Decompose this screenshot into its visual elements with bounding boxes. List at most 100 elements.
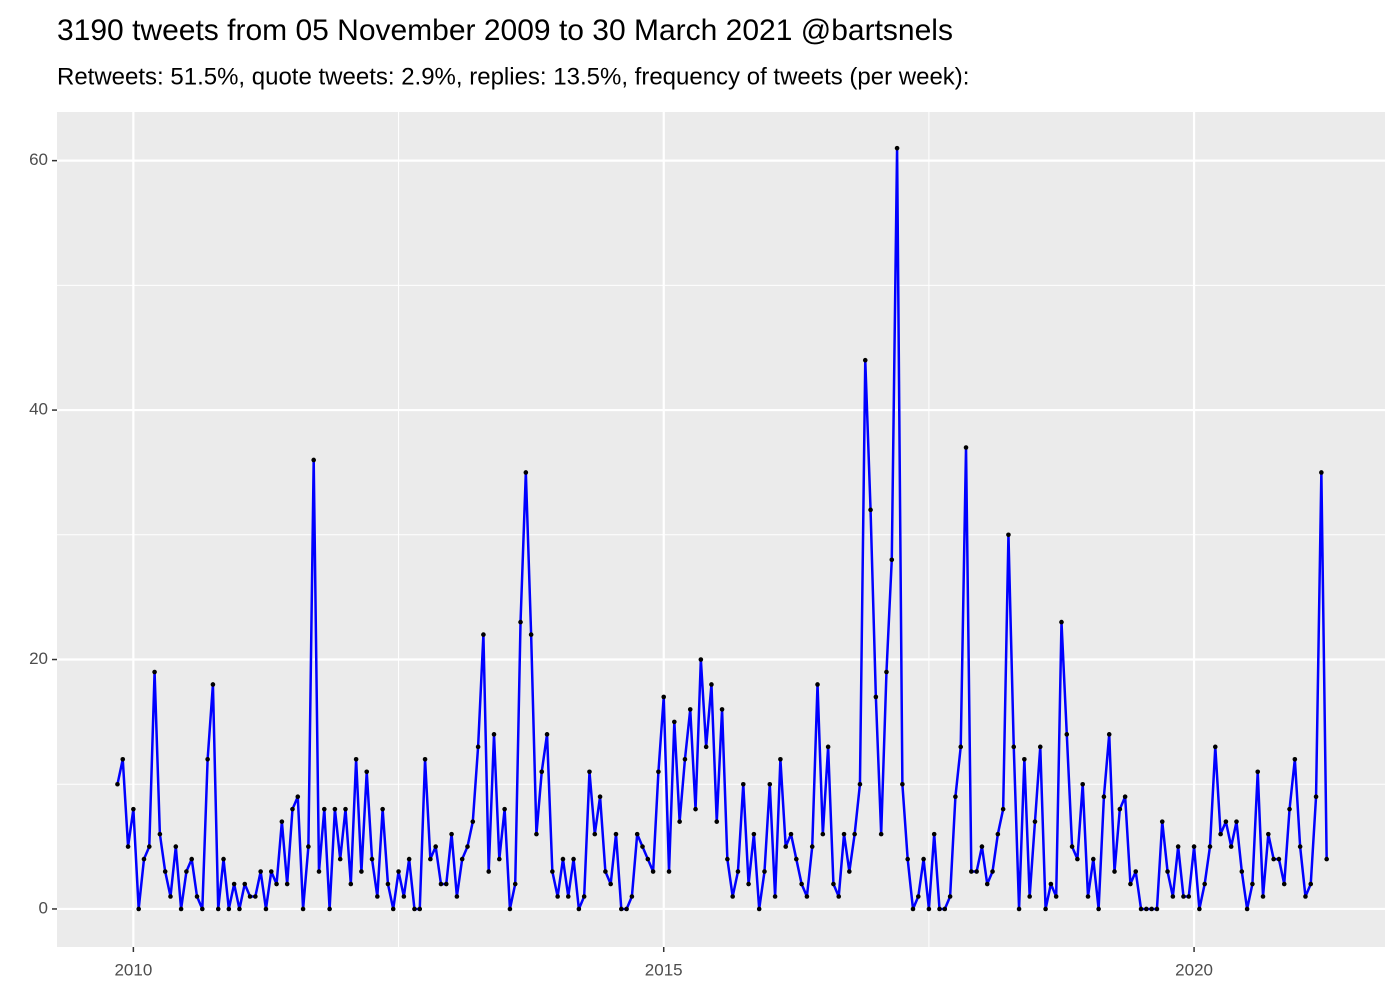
data-point xyxy=(831,881,836,887)
data-point xyxy=(1212,744,1218,750)
data-point xyxy=(300,906,306,912)
data-point xyxy=(958,744,964,750)
data-point xyxy=(576,906,582,912)
data-point xyxy=(1191,844,1197,849)
data-point xyxy=(200,906,205,912)
data-point xyxy=(263,906,269,912)
data-point xyxy=(364,769,370,775)
data-point xyxy=(443,881,449,887)
data-point xyxy=(375,894,380,899)
data-point xyxy=(672,719,677,725)
data-point xyxy=(1218,831,1223,837)
data-point xyxy=(1117,806,1123,812)
data-point xyxy=(146,844,152,849)
data-point xyxy=(417,906,423,912)
data-point xyxy=(226,906,232,912)
x-tick-label: 2015 xyxy=(645,960,683,979)
data-point xyxy=(969,869,974,874)
plot-background xyxy=(57,112,1385,947)
data-point xyxy=(1032,819,1038,824)
data-point xyxy=(194,894,200,899)
data-point xyxy=(1250,881,1255,887)
data-point xyxy=(772,894,778,899)
data-point xyxy=(687,707,693,712)
data-point xyxy=(1138,906,1144,912)
data-point xyxy=(995,831,1001,837)
data-point xyxy=(120,756,126,762)
data-point xyxy=(889,557,895,563)
data-point xyxy=(438,881,444,887)
data-point xyxy=(926,906,932,912)
data-point xyxy=(979,844,985,849)
data-point xyxy=(1027,894,1032,899)
data-point xyxy=(990,869,995,874)
data-point xyxy=(295,794,301,800)
data-point xyxy=(523,470,529,475)
data-point xyxy=(475,744,481,750)
data-point xyxy=(1096,906,1101,912)
data-point xyxy=(1197,906,1202,912)
data-point xyxy=(1053,894,1059,899)
data-point xyxy=(173,844,179,849)
data-point xyxy=(136,906,141,912)
data-point xyxy=(1319,470,1324,475)
data-point xyxy=(656,769,661,775)
data-point xyxy=(963,445,969,450)
data-point xyxy=(518,619,523,625)
data-point xyxy=(422,756,428,762)
data-point xyxy=(900,781,905,787)
data-point xyxy=(815,682,820,687)
data-point xyxy=(974,869,979,874)
data-point xyxy=(1181,894,1186,899)
data-point xyxy=(756,906,762,912)
data-point xyxy=(740,781,746,787)
data-point xyxy=(502,806,507,812)
data-point xyxy=(1281,881,1287,887)
data-point xyxy=(284,881,290,887)
data-point xyxy=(608,881,613,887)
data-point xyxy=(152,669,157,675)
data-point xyxy=(1091,856,1096,862)
data-point xyxy=(624,906,629,912)
data-point xyxy=(401,894,407,899)
data-point xyxy=(306,844,311,849)
y-tick-label: 40 xyxy=(29,400,48,419)
data-point xyxy=(528,632,534,637)
data-point xyxy=(491,732,497,737)
data-point xyxy=(751,831,757,837)
data-point xyxy=(428,856,433,862)
data-point xyxy=(497,856,502,862)
data-point xyxy=(1228,844,1234,849)
data-point xyxy=(449,831,454,837)
data-point xyxy=(1101,794,1107,800)
data-point xyxy=(937,906,942,912)
data-point xyxy=(1154,906,1160,912)
data-point xyxy=(1202,881,1207,887)
data-point xyxy=(799,881,804,887)
data-point xyxy=(1223,819,1229,824)
data-point xyxy=(735,869,741,874)
data-point xyxy=(1266,831,1271,837)
data-point xyxy=(825,744,831,750)
data-point xyxy=(629,894,635,899)
data-point xyxy=(862,357,868,363)
data-point xyxy=(337,856,343,862)
data-point xyxy=(1022,756,1027,762)
data-point xyxy=(1011,744,1017,750)
data-point xyxy=(481,632,486,637)
data-point xyxy=(1064,732,1070,737)
x-tick-label: 2020 xyxy=(1175,960,1213,979)
data-point xyxy=(1059,619,1064,625)
data-point xyxy=(184,869,189,874)
data-point xyxy=(1112,869,1117,874)
data-point xyxy=(237,906,242,912)
data-point xyxy=(550,869,555,874)
y-tick-label: 0 xyxy=(39,898,48,917)
data-point xyxy=(878,831,884,837)
data-point xyxy=(1159,819,1165,824)
data-point xyxy=(682,756,688,762)
data-point xyxy=(836,894,842,899)
data-point xyxy=(274,881,279,887)
data-point xyxy=(125,844,131,849)
data-point xyxy=(210,682,216,687)
